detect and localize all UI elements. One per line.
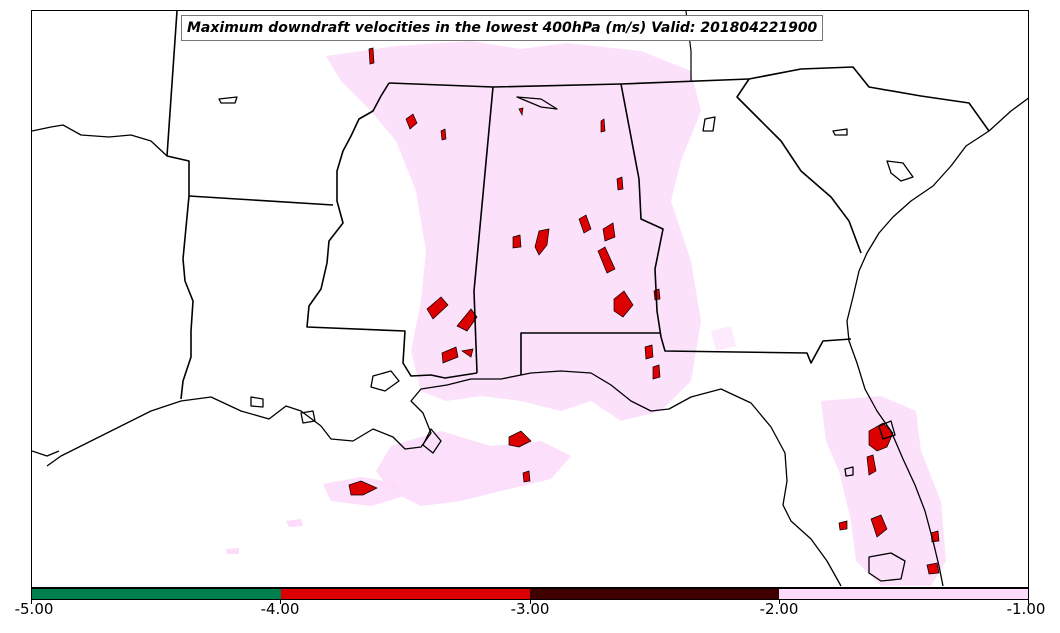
colorbar-tick-label: -5.00 <box>14 600 54 618</box>
map-canvas <box>32 11 1028 587</box>
colorbar-tick <box>1028 600 1029 604</box>
colorbar-tick <box>530 600 531 604</box>
weak-downdraft-field <box>226 41 946 586</box>
map-panel <box>31 10 1029 588</box>
map-title: Maximum downdraft velocities in the lowe… <box>181 15 824 41</box>
colorbar-tick <box>31 600 32 604</box>
colorbar-bin-2 <box>281 589 530 599</box>
colorbar-tick <box>779 600 780 604</box>
colorbar-tick-label: -1.00 <box>1006 600 1046 618</box>
state-borders <box>166 11 990 400</box>
colorbar-tick-label: -2.00 <box>759 600 799 618</box>
colorbar-tick-label: -4.00 <box>260 600 300 618</box>
colorbar-tick <box>280 600 281 604</box>
colorbar-bin-3 <box>530 589 779 599</box>
colorbar-bin-1 <box>32 589 281 599</box>
colorbar-bin-4 <box>779 589 1028 599</box>
colorbar <box>31 588 1029 600</box>
colorbar-tick-label: -3.00 <box>510 600 550 618</box>
coastlines <box>32 96 1028 587</box>
strong-downdraft-cells <box>348 47 940 575</box>
